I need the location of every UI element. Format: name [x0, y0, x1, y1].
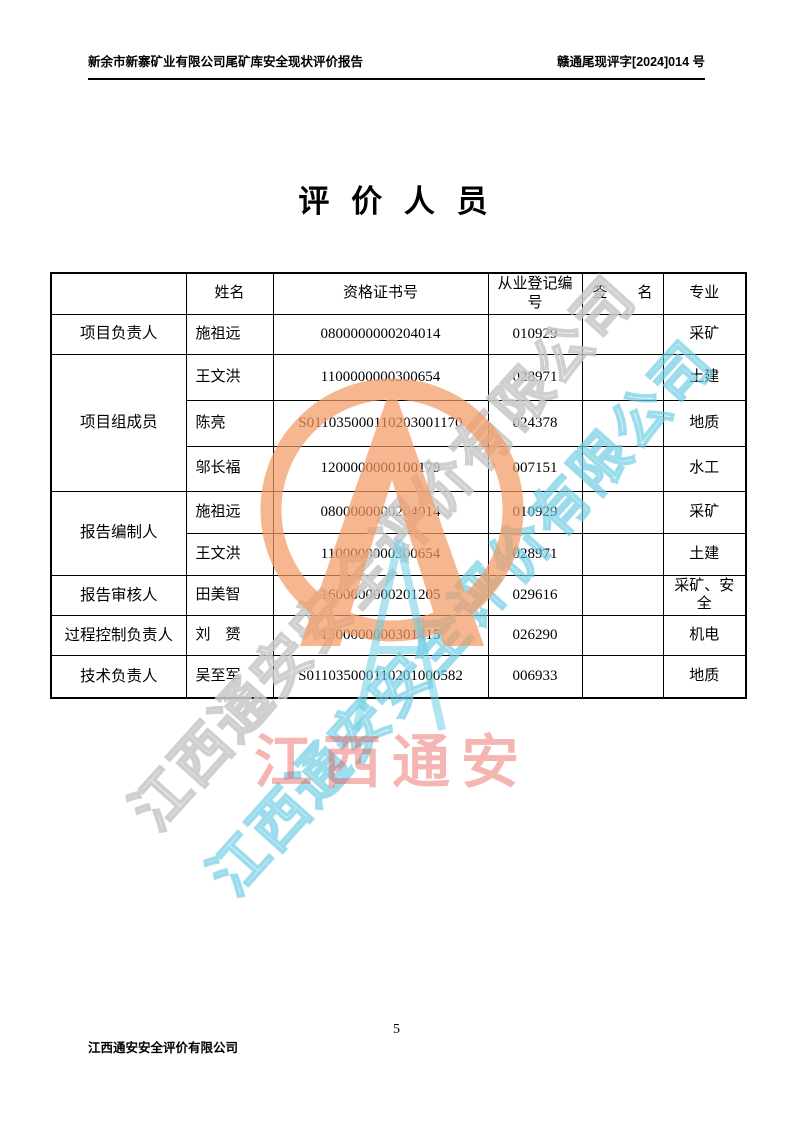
signature-cell	[581, 574, 664, 616]
specialty-cell: 采矿	[662, 490, 747, 534]
header-name: 姓名	[185, 272, 274, 315]
specialty-cell: 机电	[662, 615, 747, 656]
specialty-cell: 土建	[662, 353, 747, 401]
header-signature: 签 名	[581, 272, 664, 315]
registration-cell: 029616	[487, 574, 583, 616]
page-header: 新余市新寨矿业有限公司尾矿库安全现状评价报告 赣通尾现评字[2024]014 号	[88, 51, 705, 80]
signature-cell	[581, 399, 664, 447]
registration-cell: 024378	[487, 399, 583, 447]
signature-cell	[581, 655, 664, 698]
table-row: 项目组成员 王文洪 1100000000300654 028971 土建	[50, 353, 747, 492]
table-row: 报告编制人 施祖远 0800000000204014 010929 采矿	[50, 490, 747, 576]
page-number: 5	[393, 1022, 400, 1037]
certificate-cell: 1100000000300654	[272, 353, 489, 401]
specialty-cell: 采矿	[662, 313, 747, 355]
header-document-number: 赣通尾现评字[2024]014 号	[557, 55, 705, 69]
registration-cell: 028971	[487, 353, 583, 401]
registration-cell: 010929	[487, 313, 583, 355]
footer-company-name: 江西通安安全评价有限公司	[88, 1041, 239, 1055]
header-report-title: 新余市新寨矿业有限公司尾矿库安全现状评价报告	[88, 55, 364, 69]
signature-cell	[581, 615, 664, 656]
specialty-cell: 地质	[662, 655, 747, 698]
table-row: 项目负责人 施祖远 0800000000204014 010929 采矿	[50, 313, 747, 355]
registration-cell: 028971	[487, 532, 583, 576]
name-cell: 陈亮	[185, 399, 274, 447]
role-cell: 过程控制负责人	[50, 615, 187, 656]
certificate-cell: 0800000000204014	[272, 313, 489, 355]
header-specialty: 专业	[662, 272, 747, 315]
role-cell: 报告审核人	[50, 574, 187, 616]
certificate-cell: 1500000000301415	[272, 615, 489, 656]
role-cell: 项目负责人	[50, 313, 187, 355]
name-cell: 施祖远	[185, 313, 274, 355]
red-company-watermark: 江西通安	[253, 730, 531, 795]
registration-cell: 026290	[487, 615, 583, 656]
certificate-cell: S011035000110201000582	[272, 655, 489, 698]
name-cell: 王文洪	[185, 532, 274, 576]
name-cell: 田美智	[185, 574, 274, 616]
name-cell: 邬长福	[185, 445, 274, 492]
name-cell: 王文洪	[185, 353, 274, 401]
table-row: 报告审核人 田美智 1600000000201205 029616 采矿、安全	[50, 574, 747, 616]
specialty-cell: 土建	[662, 532, 747, 576]
header-registration: 从业登记编号	[487, 272, 583, 315]
registration-cell: 010929	[487, 490, 583, 534]
name-cell: 施祖远	[185, 490, 274, 534]
page-title: 评 价 人 员	[298, 184, 495, 219]
name-cell: 刘 赟	[185, 615, 274, 656]
specialty-cell: 水工	[662, 445, 747, 492]
name-cell: 吴至军	[185, 655, 274, 698]
certificate-cell: 1100000000300654	[272, 532, 489, 576]
role-cell: 报告编制人	[50, 490, 187, 576]
registration-cell: 007151	[487, 445, 583, 492]
signature-cell	[581, 532, 664, 576]
specialty-cell: 地质	[662, 399, 747, 447]
certificate-cell: S011035000110203001170	[272, 399, 489, 447]
header-certificate: 资格证书号	[272, 272, 489, 315]
specialty-cell: 采矿、安全	[662, 574, 747, 616]
personnel-table: 姓名 资格证书号 从业登记编号 签 名 专业 项目负责人 施祖远 0800000…	[50, 272, 747, 699]
role-cell: 项目组成员	[50, 353, 187, 492]
certificate-cell: 1600000000201205	[272, 574, 489, 616]
role-cell: 技术负责人	[50, 655, 187, 698]
table-row: 过程控制负责人 刘 赟 1500000000301415 026290 机电	[50, 615, 747, 656]
header-role	[50, 272, 187, 315]
signature-cell	[581, 490, 664, 534]
table-header-row: 姓名 资格证书号 从业登记编号 签 名 专业	[50, 272, 747, 315]
signature-cell	[581, 313, 664, 355]
table-row: 技术负责人 吴至军 S011035000110201000582 006933 …	[50, 655, 747, 698]
certificate-cell: 1200000000100179	[272, 445, 489, 492]
signature-cell	[581, 445, 664, 492]
certificate-cell: 0800000000204014	[272, 490, 489, 534]
registration-cell: 006933	[487, 655, 583, 698]
signature-cell	[581, 353, 664, 401]
